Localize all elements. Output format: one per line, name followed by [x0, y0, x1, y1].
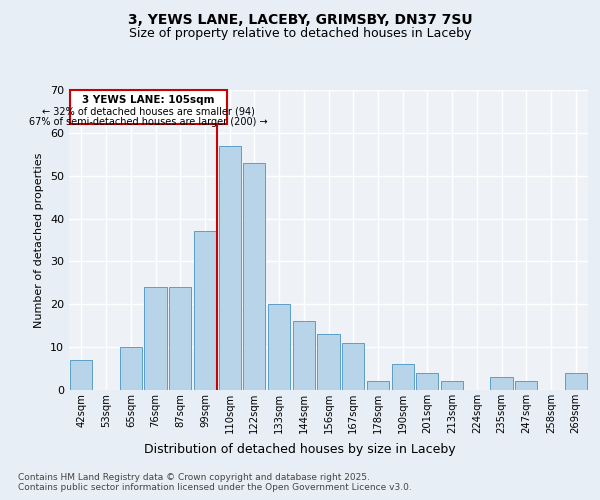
- Bar: [342, 343, 364, 390]
- Bar: [490, 377, 512, 390]
- Text: 67% of semi-detached houses are larger (200) →: 67% of semi-detached houses are larger (…: [29, 117, 268, 127]
- Text: Contains HM Land Registry data © Crown copyright and database right 2025.: Contains HM Land Registry data © Crown c…: [18, 472, 370, 482]
- Text: Size of property relative to detached houses in Laceby: Size of property relative to detached ho…: [129, 28, 471, 40]
- Text: 3, YEWS LANE, LACEBY, GRIMSBY, DN37 7SU: 3, YEWS LANE, LACEBY, GRIMSBY, DN37 7SU: [128, 12, 472, 26]
- Bar: [416, 373, 439, 390]
- FancyBboxPatch shape: [70, 90, 227, 124]
- Bar: [119, 347, 142, 390]
- Bar: [243, 163, 265, 390]
- Text: 3 YEWS LANE: 105sqm: 3 YEWS LANE: 105sqm: [82, 95, 215, 105]
- Text: ← 32% of detached houses are smaller (94): ← 32% of detached houses are smaller (94…: [42, 106, 255, 117]
- Text: Contains public sector information licensed under the Open Government Licence v3: Contains public sector information licen…: [18, 484, 412, 492]
- Bar: [293, 322, 315, 390]
- Bar: [367, 382, 389, 390]
- Bar: [441, 382, 463, 390]
- Bar: [392, 364, 414, 390]
- Bar: [169, 287, 191, 390]
- Bar: [565, 373, 587, 390]
- Bar: [70, 360, 92, 390]
- Y-axis label: Number of detached properties: Number of detached properties: [34, 152, 44, 328]
- Text: Distribution of detached houses by size in Laceby: Distribution of detached houses by size …: [144, 442, 456, 456]
- Bar: [145, 287, 167, 390]
- Bar: [515, 382, 538, 390]
- Bar: [194, 232, 216, 390]
- Bar: [317, 334, 340, 390]
- Bar: [268, 304, 290, 390]
- Bar: [218, 146, 241, 390]
